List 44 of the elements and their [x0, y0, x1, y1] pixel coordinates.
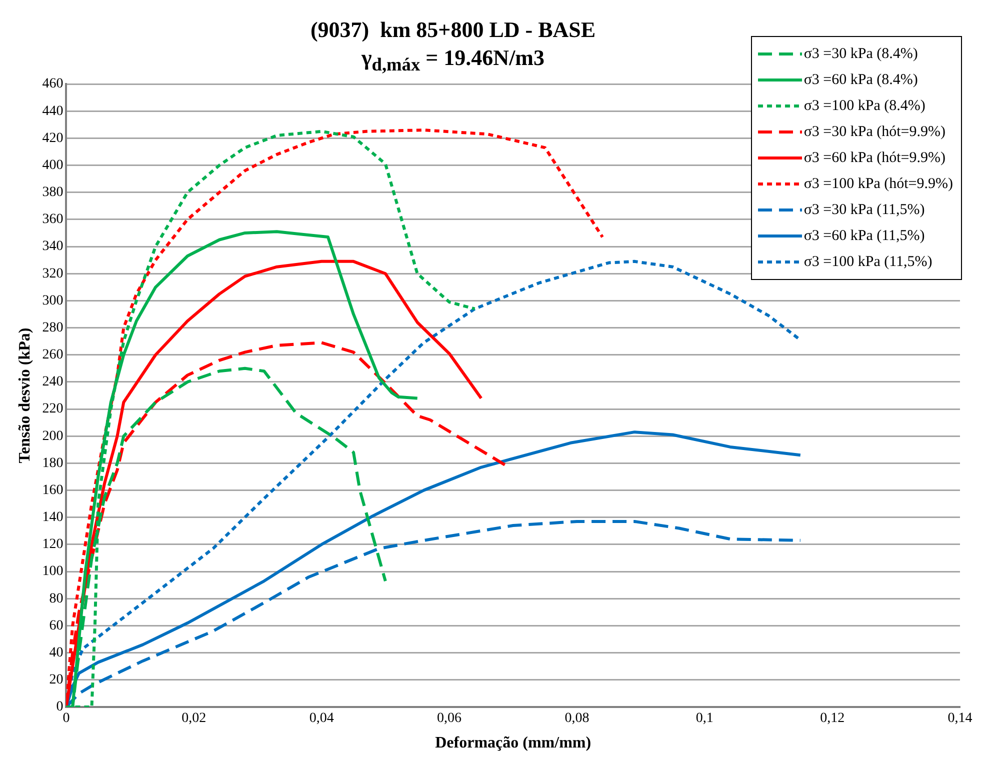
legend-label: σ3 =60 kPa (11,5%): [804, 228, 925, 244]
legend-label: σ3 =100 kPa (11,5%): [804, 254, 932, 270]
y-tick-label: 100: [42, 564, 64, 580]
x-tick-label: 0,04: [309, 711, 334, 726]
y-tick-label: 420: [42, 130, 64, 146]
x-tick-label: 0,14: [948, 711, 972, 726]
x-tick-label: 0,06: [437, 711, 462, 726]
y-tick-label: 440: [42, 104, 64, 119]
y-tick-label: 340: [42, 239, 64, 254]
y-tick-label: 260: [42, 348, 64, 363]
legend-label: σ3 =60 kPa (hót=9.9%): [804, 150, 946, 166]
y-tick-label: 460: [42, 76, 64, 92]
legend-label: σ3 =30 kPa (8.4%): [804, 46, 918, 62]
chart-title: (9037) km 85+800 LD - BASE: [309, 16, 597, 44]
y-tick-label: 140: [42, 510, 64, 526]
y-tick-label: 200: [42, 428, 64, 444]
y-tick-label: 60: [49, 618, 64, 634]
y-tick-label: 20: [49, 672, 64, 688]
y-tick-label: 160: [42, 482, 64, 498]
legend-label: σ3 =30 kPa (11,5%): [804, 202, 925, 218]
y-axis-title: Tensão desvio (kPa): [16, 328, 34, 464]
chart-subtitle: γ$_{d,máx}$ = 19.46N/m3: [360, 44, 546, 76]
x-tick-label: 0,08: [564, 711, 590, 726]
y-tick-label: 120: [42, 537, 64, 552]
y-tick-label: 240: [42, 374, 64, 390]
y-tick-label: 40: [49, 646, 64, 660]
y-tick-label: 280: [42, 320, 64, 336]
y-tick-label: 380: [42, 185, 64, 200]
y-tick-label: 400: [42, 158, 64, 173]
y-tick-label: 320: [42, 266, 64, 282]
legend-label: σ3 =100 kPa (8.4%): [804, 98, 926, 114]
legend-label: σ3 =100 kPa (hót=9.9%): [804, 176, 953, 192]
x-tick-label: 0,12: [820, 711, 845, 726]
y-tick-label: 80: [49, 591, 64, 606]
legend-label: σ3 =30 kPa (hót=9.9%): [804, 124, 946, 140]
x-tick-label: 0,02: [182, 711, 206, 726]
y-tick-label: 360: [42, 212, 64, 228]
y-tick-label: 0: [56, 700, 64, 715]
y-tick-label: 300: [42, 293, 64, 308]
x-axis-title: Deformação (mm/mm): [435, 734, 592, 752]
legend-label: σ3 =60 kPa (8.4%): [804, 72, 918, 88]
x-tick-label: 0,1: [696, 711, 714, 726]
y-tick-label: 180: [42, 456, 64, 471]
y-tick-label: 220: [42, 402, 64, 417]
